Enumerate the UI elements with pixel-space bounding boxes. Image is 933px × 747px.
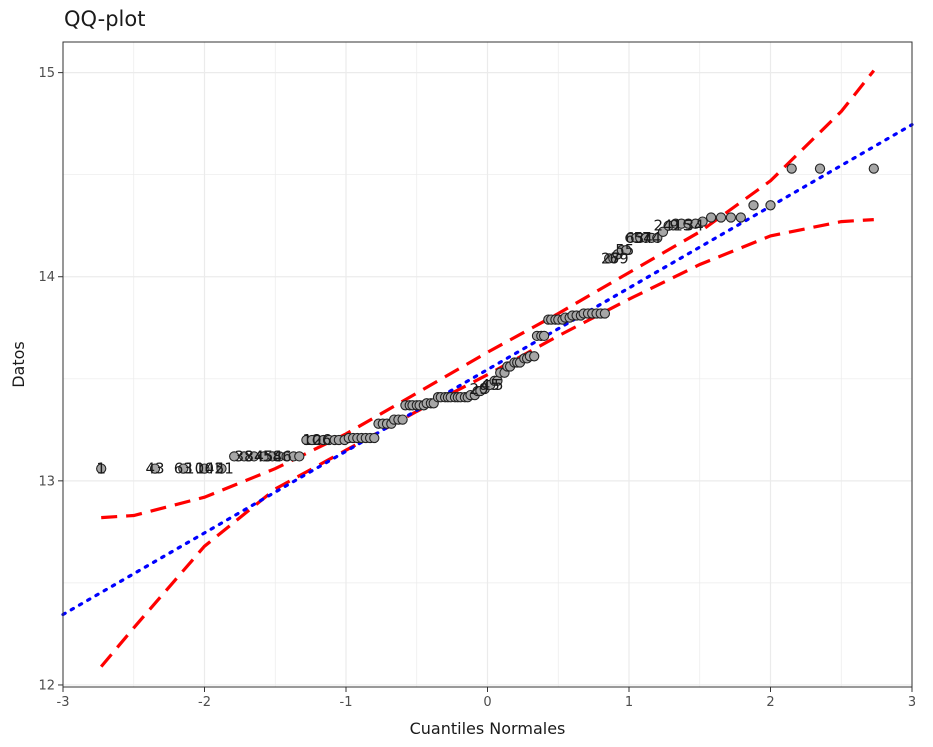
data-point: [238, 451, 250, 462]
point-label: 63: [174, 460, 193, 478]
x-tick-label: -3: [57, 695, 70, 710]
data-point: [735, 212, 746, 223]
y-tick-label: 13: [38, 474, 55, 489]
x-axis: -3 -2 -1 0 1 2 3: [57, 687, 916, 710]
point-label: 10: [185, 460, 204, 478]
point-label: 34: [244, 447, 263, 465]
confidence-band-upper: [101, 69, 876, 520]
data-point: [765, 200, 776, 211]
point-label: 10: [195, 460, 214, 478]
data-point: [199, 463, 210, 474]
point-label: 9: [670, 217, 680, 235]
point-label: 5: [494, 376, 504, 394]
confidence-band-lower: [99, 218, 874, 668]
data-point: [697, 216, 708, 227]
x-axis-title: Cuantiles Normales: [410, 719, 566, 738]
data-point: [397, 414, 408, 425]
data-point: [715, 212, 727, 223]
data-point: [294, 451, 305, 462]
point-label: 74: [642, 229, 661, 247]
x-tick-label: -1: [340, 695, 353, 710]
data-point: [369, 432, 380, 444]
y-tick-label: 15: [38, 66, 55, 81]
data-points: [96, 163, 879, 474]
confidence-band: [99, 69, 876, 668]
point-label: 63: [625, 229, 644, 247]
grid: [62, 42, 913, 687]
point-label: 43: [145, 460, 164, 478]
data-point: [538, 330, 550, 342]
x-tick-label: 2: [766, 695, 774, 710]
point-label: 29: [469, 380, 488, 398]
point-label: 46: [273, 447, 292, 465]
data-point: [216, 463, 227, 474]
point-labels: 1 43 6310104251383445584610262945527695563…: [96, 217, 703, 478]
data-point: [621, 245, 632, 256]
point-label: 26: [312, 431, 331, 449]
point-label: 45: [481, 376, 500, 394]
x-tick-label: 1: [625, 695, 633, 710]
y-tick-label: 14: [38, 270, 55, 285]
point-label: 42: [205, 460, 224, 478]
point-label: 45: [254, 447, 273, 465]
data-point: [599, 308, 611, 319]
data-point: [868, 163, 879, 174]
point-label: 27: [601, 249, 620, 267]
data-point: [725, 212, 737, 223]
point-label: 55: [615, 241, 634, 259]
data-point: [705, 212, 717, 223]
y-axis-title: Datos: [9, 341, 28, 388]
point-label: 38: [235, 447, 254, 465]
data-point: [248, 451, 260, 462]
data-point: [149, 463, 161, 474]
data-point: [229, 451, 240, 462]
point-label: 69: [610, 249, 629, 267]
point-label: 51: [215, 460, 234, 478]
data-point: [786, 163, 797, 174]
point-label: 24: [653, 217, 672, 235]
data-point: [748, 200, 759, 211]
point-label: 58: [263, 447, 282, 465]
point-label: 34: [685, 217, 704, 235]
x-tick-label: 0: [483, 695, 491, 710]
point-label: 54: [634, 229, 653, 247]
chart-title: QQ-plot: [64, 7, 145, 31]
x-tick-label: -2: [198, 695, 211, 710]
data-point: [529, 351, 540, 362]
data-point: [96, 463, 107, 474]
point-label: 15: [673, 217, 692, 235]
data-point: [178, 463, 189, 474]
y-tick-label: 12: [38, 678, 55, 693]
x-tick-label: 3: [908, 695, 916, 710]
point-label: 1: [96, 460, 106, 478]
data-point: [814, 163, 826, 174]
y-axis: 12 13 14 15: [38, 66, 63, 693]
point-label: 10: [302, 431, 321, 449]
